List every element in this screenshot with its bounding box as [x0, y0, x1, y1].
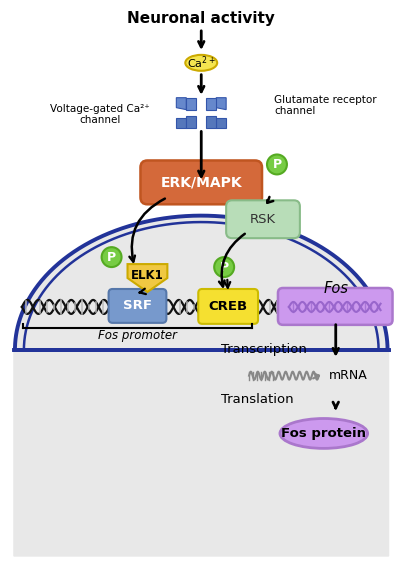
FancyBboxPatch shape — [141, 161, 262, 204]
Polygon shape — [128, 264, 167, 292]
Ellipse shape — [185, 55, 217, 71]
Text: Fos: Fos — [323, 281, 348, 296]
Polygon shape — [216, 118, 226, 128]
Text: Fos promoter: Fos promoter — [98, 329, 177, 342]
Polygon shape — [176, 118, 186, 128]
Ellipse shape — [267, 154, 287, 174]
Polygon shape — [186, 98, 196, 110]
FancyBboxPatch shape — [198, 289, 258, 324]
Polygon shape — [206, 116, 216, 128]
Polygon shape — [206, 98, 216, 110]
Text: P: P — [220, 261, 229, 273]
Polygon shape — [186, 116, 196, 128]
Text: Fos protein: Fos protein — [281, 427, 366, 440]
Text: RSK: RSK — [250, 213, 276, 226]
Text: Glutamate receptor
channel: Glutamate receptor channel — [274, 95, 377, 117]
Text: Neuronal activity: Neuronal activity — [127, 10, 275, 26]
Text: ERK/MAPK: ERK/MAPK — [160, 176, 242, 189]
FancyBboxPatch shape — [278, 288, 392, 325]
Polygon shape — [14, 216, 388, 556]
FancyBboxPatch shape — [109, 289, 166, 323]
Text: mRNA: mRNA — [329, 369, 367, 382]
Polygon shape — [216, 98, 226, 110]
Text: SRF: SRF — [123, 299, 152, 312]
Text: Transcription: Transcription — [221, 343, 307, 356]
Text: ELK1: ELK1 — [131, 268, 164, 281]
Ellipse shape — [214, 257, 234, 277]
FancyBboxPatch shape — [226, 200, 300, 238]
Ellipse shape — [280, 419, 368, 448]
Polygon shape — [176, 98, 186, 110]
Text: P: P — [107, 251, 116, 264]
Ellipse shape — [102, 247, 122, 267]
Text: CREB: CREB — [209, 300, 248, 313]
Text: P: P — [273, 158, 281, 171]
Text: Ca$^{2+}$: Ca$^{2+}$ — [187, 54, 215, 71]
Text: Translation: Translation — [221, 393, 294, 406]
Text: Voltage-gated Ca²⁺
channel: Voltage-gated Ca²⁺ channel — [50, 104, 149, 125]
